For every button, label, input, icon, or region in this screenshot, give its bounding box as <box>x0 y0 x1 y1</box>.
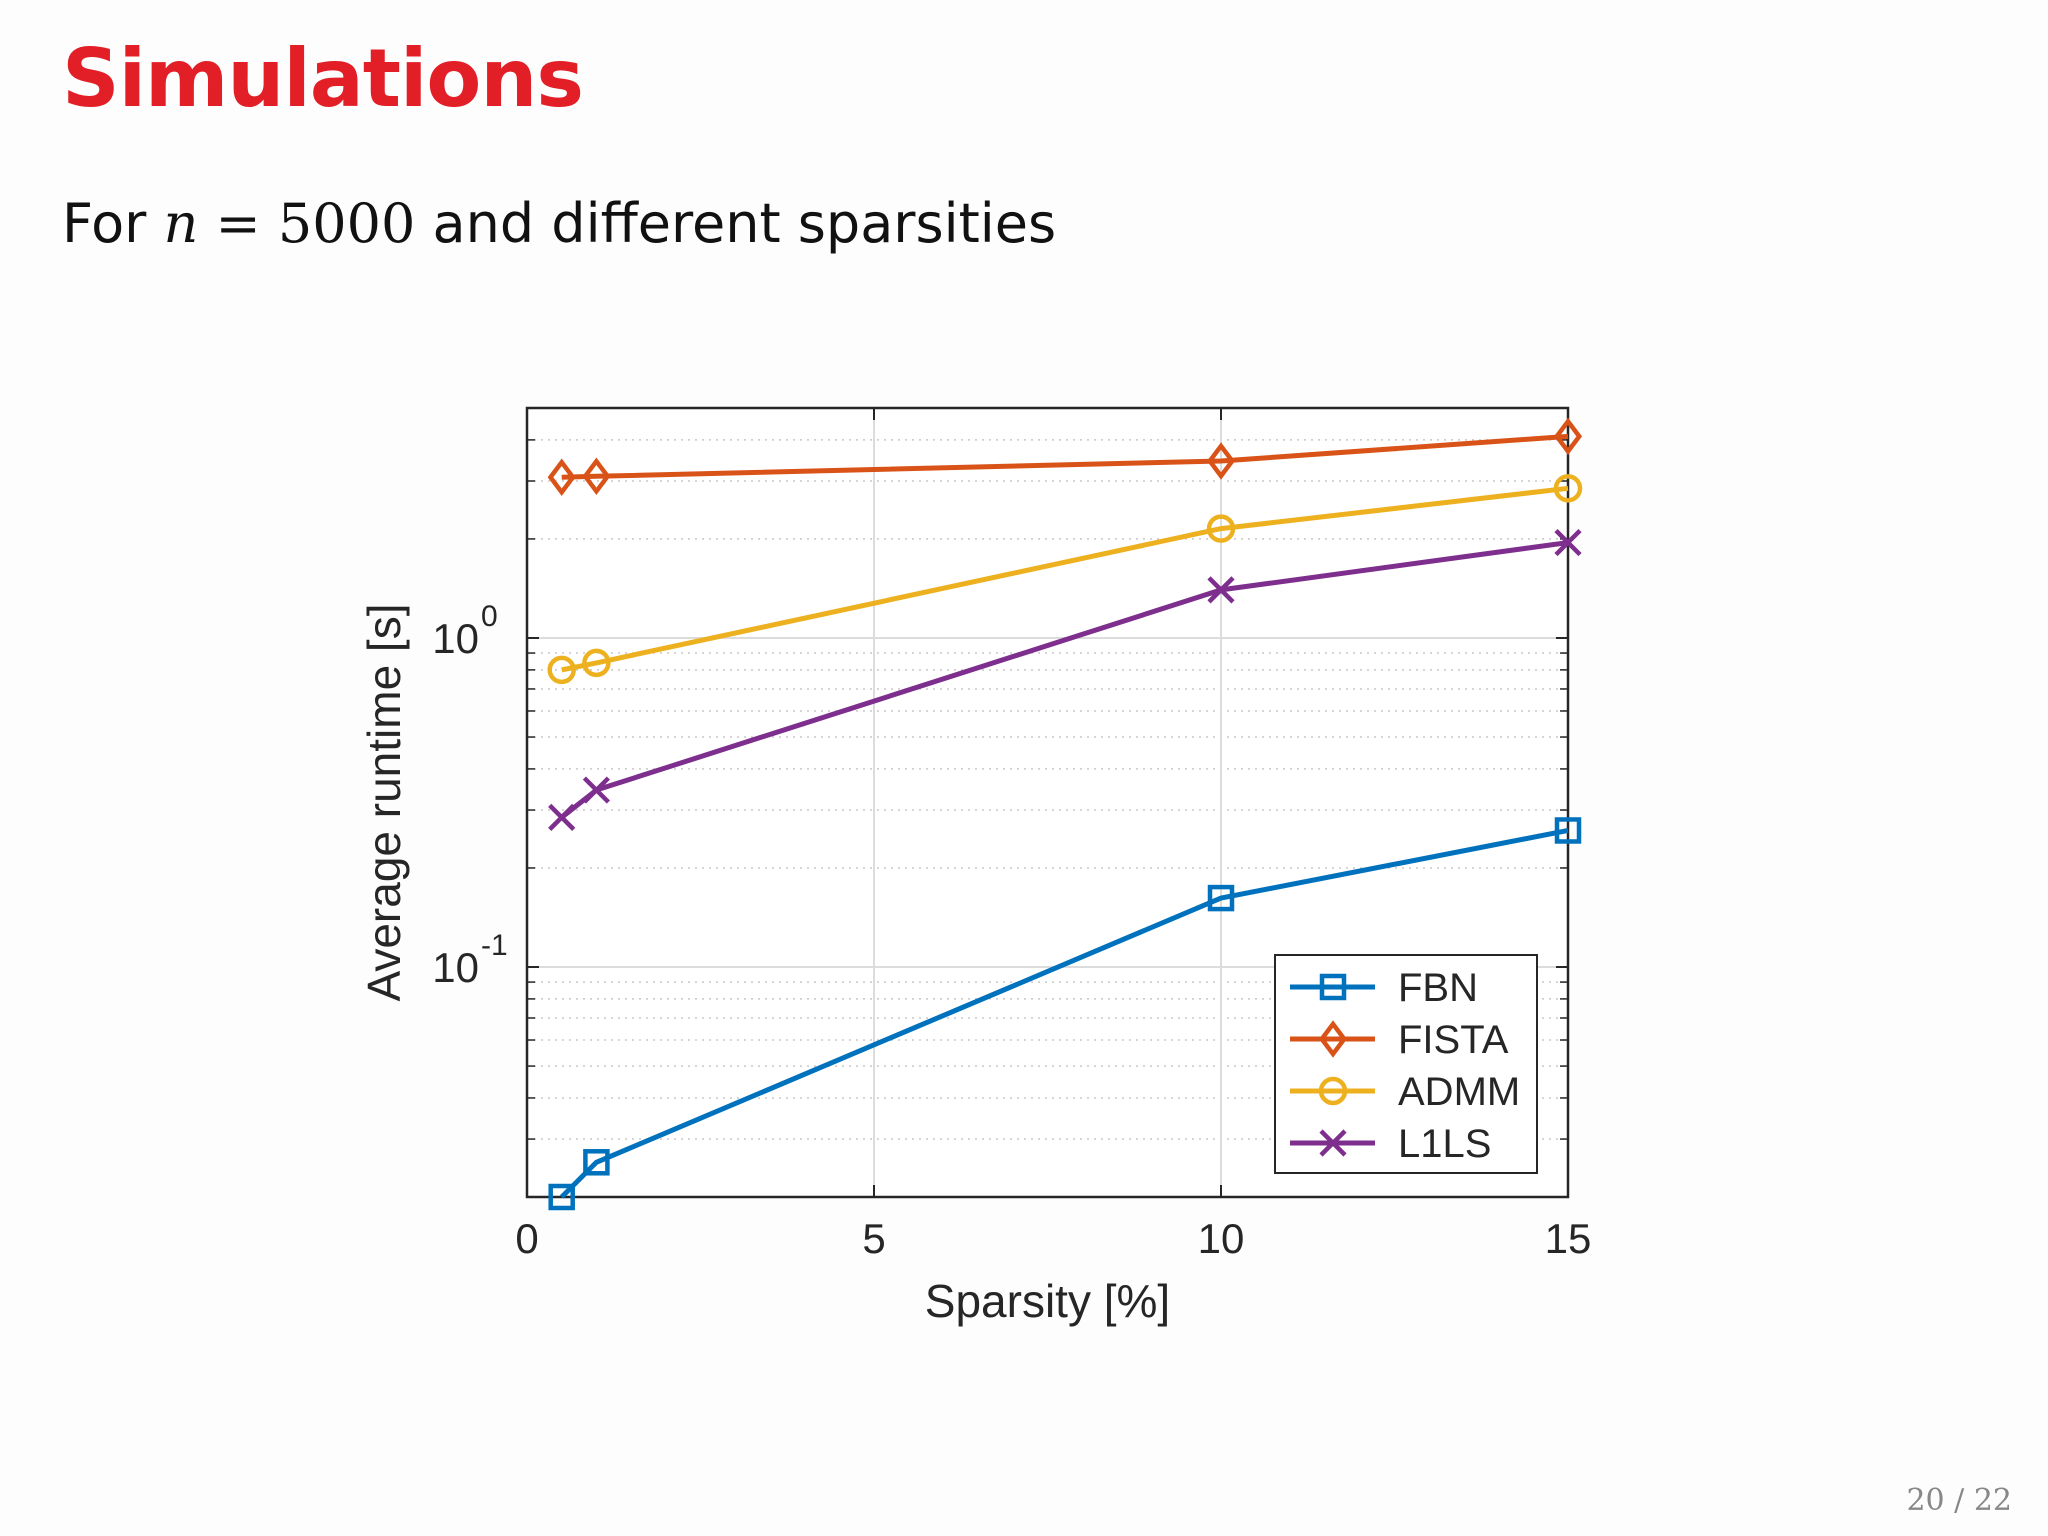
data-point-fbn <box>548 1183 575 1211</box>
data-point-fista <box>1206 442 1236 480</box>
series-fista <box>547 417 1583 496</box>
slide-title: Simulations <box>62 32 584 125</box>
series-line-fista <box>561 433 1569 480</box>
data-point-l1ls <box>582 776 610 804</box>
legend-label-fbn: FBN <box>1398 966 1478 1010</box>
data-point-admm <box>582 648 611 678</box>
data-point-admm <box>547 655 576 685</box>
legend-marker-fista <box>1318 1020 1348 1058</box>
data-point-fbn <box>583 1149 610 1176</box>
legend-marker-l1ls <box>1319 1129 1347 1157</box>
x-tick-label: 5 <box>862 1215 885 1262</box>
y-tick-label-base: 10 <box>432 944 479 991</box>
series-line-l1ls <box>560 540 1569 820</box>
data-point-fista <box>1553 417 1583 456</box>
data-point-l1ls <box>548 803 576 831</box>
legend-item-fista: FISTA <box>1290 1018 1509 1062</box>
minor-gridlines <box>527 439 1568 1140</box>
subtitle-suffix: and different sparsities <box>432 192 1057 255</box>
x-tick-label: 10 <box>1198 1215 1245 1262</box>
subtitle-number: 5000 <box>277 192 416 255</box>
data-point-fista <box>547 458 576 496</box>
y-axis-label: Average runtime [s] <box>358 603 410 1001</box>
y-tick-label: 10 0 <box>432 600 497 662</box>
legend-item-fbn: FBN <box>1290 966 1478 1010</box>
series-fbn <box>548 817 1582 1211</box>
page-number: 20 / 22 <box>1906 1483 2012 1518</box>
legend-marker-admm <box>1318 1076 1348 1106</box>
legend-label-admm: ADMM <box>1398 1070 1520 1114</box>
subtitle-variable: n <box>163 192 199 255</box>
data-point-admm <box>1206 514 1236 543</box>
legend-label-l1ls: L1LS <box>1398 1122 1491 1166</box>
data-point-l1ls <box>1207 576 1235 604</box>
y-tick-label-base: 10 <box>432 615 479 662</box>
slide-subtitle: For n = 5000 and different sparsities <box>62 192 1056 255</box>
subtitle-prefix: For <box>62 192 147 255</box>
series-line-admm <box>561 485 1569 673</box>
data-point-fbn <box>1207 884 1235 912</box>
legend-box <box>1274 954 1538 1174</box>
subtitle-math: n = 5000 <box>164 192 416 255</box>
series-line-fbn <box>559 828 1569 1199</box>
legend-label-fista: FISTA <box>1398 1018 1509 1062</box>
legend-item-admm: ADMM <box>1290 1070 1520 1114</box>
series-l1ls <box>548 528 1582 831</box>
subtitle-equals: = <box>215 192 261 255</box>
legend: FBN FISTA ADMM L1LS <box>1274 954 1538 1174</box>
data-point-fbn <box>1554 817 1582 844</box>
x-axis-label: Sparsity [%] <box>925 1275 1170 1327</box>
y-tick-label-exponent: -1 <box>481 929 508 962</box>
legend-item-l1ls: L1LS <box>1290 1122 1491 1166</box>
data-point-admm <box>1553 474 1583 503</box>
axes-box <box>525 406 1570 1199</box>
series-admm <box>547 474 1583 685</box>
x-tick-label: 0 <box>515 1215 538 1262</box>
data-point-fista <box>582 457 611 496</box>
y-tick-label: 10 -1 <box>432 929 507 991</box>
legend-marker-fbn <box>1319 973 1347 1001</box>
x-tick-label: 15 <box>1545 1215 1592 1262</box>
data-point-l1ls <box>1554 528 1582 557</box>
y-tick-label-exponent: 0 <box>481 600 498 633</box>
